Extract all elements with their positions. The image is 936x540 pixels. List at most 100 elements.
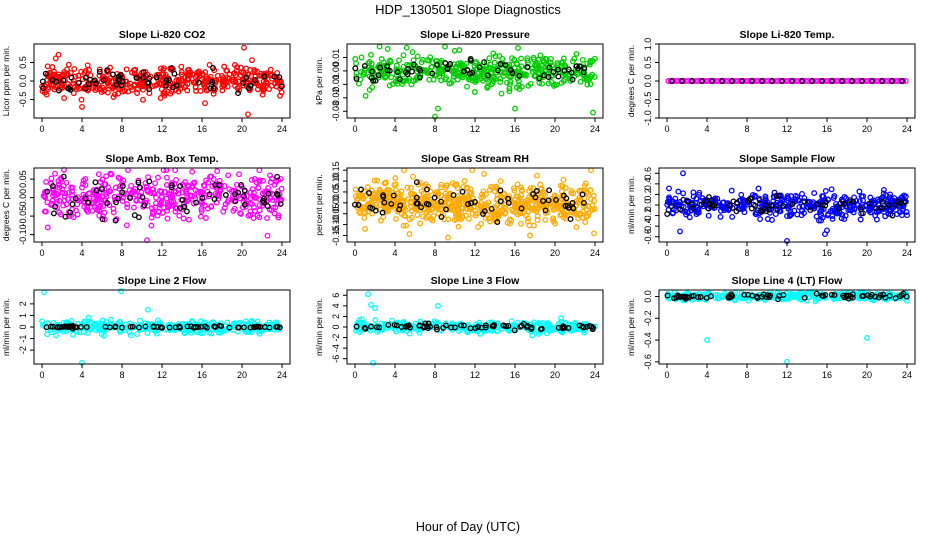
data-point xyxy=(409,191,416,197)
data-point xyxy=(252,195,259,201)
data-point xyxy=(100,77,107,84)
data-point xyxy=(228,188,235,195)
x-tick-label: 0 xyxy=(664,370,669,380)
data-point xyxy=(388,74,395,81)
data-point xyxy=(419,56,426,63)
data-point xyxy=(849,198,856,205)
data-point xyxy=(679,78,685,84)
data-point xyxy=(688,201,695,208)
data-point xyxy=(126,187,133,194)
data-point xyxy=(554,60,561,66)
data-point xyxy=(880,186,887,193)
data-point xyxy=(590,206,597,213)
data-point xyxy=(448,79,455,86)
data-point xyxy=(208,173,215,180)
data-point xyxy=(507,67,514,74)
data-point xyxy=(438,198,445,205)
x-tick-label: 12 xyxy=(782,248,792,258)
y-axis-label: ml/min per min. xyxy=(626,176,636,234)
data-point xyxy=(706,194,712,201)
data-point xyxy=(144,202,151,209)
data-point xyxy=(494,67,501,74)
y-axis-label: ml/min per min. xyxy=(314,298,324,356)
data-point xyxy=(484,84,491,91)
data-point xyxy=(144,329,151,336)
data-point xyxy=(248,176,255,183)
data-point xyxy=(506,88,513,95)
data-point xyxy=(904,212,910,219)
data-point xyxy=(140,86,146,93)
data-point xyxy=(131,70,138,77)
data-point xyxy=(540,198,546,204)
data-point xyxy=(224,319,231,326)
data-point xyxy=(197,189,204,195)
data-point xyxy=(202,215,209,221)
data-point xyxy=(472,325,479,332)
y-tick-label: 4 xyxy=(331,303,341,308)
outlier-point xyxy=(590,109,596,116)
data-point xyxy=(901,192,908,199)
data-point xyxy=(500,322,507,329)
data-point xyxy=(666,185,672,192)
data-point xyxy=(553,196,560,203)
data-point xyxy=(195,79,202,86)
data-point xyxy=(155,174,161,181)
data-point xyxy=(774,296,781,303)
data-point xyxy=(779,78,785,84)
data-point xyxy=(382,179,389,186)
data-point xyxy=(546,187,553,194)
y-tick-label: -0.6 xyxy=(643,354,653,370)
panel-title: Slope Li-820 CO2 xyxy=(119,29,206,41)
data-point xyxy=(458,322,464,329)
data-point xyxy=(149,205,155,212)
data-point xyxy=(403,222,410,229)
figure-title: HDP_130501 Slope Diagnostics xyxy=(375,2,561,17)
data-point xyxy=(188,323,195,330)
data-points xyxy=(664,289,910,365)
data-point xyxy=(587,59,594,66)
y-axis-label: Licor ppm per min. xyxy=(1,46,11,116)
data-point xyxy=(452,324,458,331)
data-point xyxy=(252,77,259,84)
data-point xyxy=(690,292,697,299)
data-point xyxy=(498,90,505,97)
outlier-point xyxy=(79,103,85,110)
data-point xyxy=(560,55,567,62)
y-tick-label: 0.0 xyxy=(643,75,653,88)
data-point xyxy=(146,86,153,93)
data-point xyxy=(93,187,100,194)
data-point xyxy=(552,220,559,227)
data-point xyxy=(260,71,267,77)
panel-sampleflow: Slope Sample Flow ml/min per min. 0 4 8 12 16 2… xyxy=(626,153,916,258)
data-point xyxy=(82,85,89,92)
data-point xyxy=(715,295,722,302)
data-point xyxy=(271,73,278,80)
data-point xyxy=(749,78,755,84)
y-tick-label: -0.5 xyxy=(18,92,28,108)
data-point xyxy=(192,187,199,194)
data-point xyxy=(67,209,74,216)
data-point xyxy=(873,216,880,223)
data-point xyxy=(497,198,504,205)
data-point xyxy=(256,330,263,337)
data-point xyxy=(680,190,687,197)
data-point xyxy=(773,192,780,199)
data-point xyxy=(577,78,584,85)
data-point xyxy=(255,184,262,191)
x-tick-label: 16 xyxy=(510,370,520,380)
x-tick-label: 20 xyxy=(550,124,560,134)
data-point xyxy=(99,73,106,80)
data-point xyxy=(249,57,255,64)
data-point xyxy=(379,209,386,216)
data-point xyxy=(856,188,863,195)
data-point xyxy=(127,323,134,330)
data-point xyxy=(256,178,263,185)
data-point xyxy=(770,193,777,200)
data-point xyxy=(433,326,440,333)
data-point xyxy=(524,55,531,62)
y-tick-label: -0.02 xyxy=(331,88,341,109)
x-tick-label: 0 xyxy=(352,248,357,258)
data-point xyxy=(780,202,786,209)
data-point xyxy=(675,188,682,195)
data-point xyxy=(193,199,200,206)
